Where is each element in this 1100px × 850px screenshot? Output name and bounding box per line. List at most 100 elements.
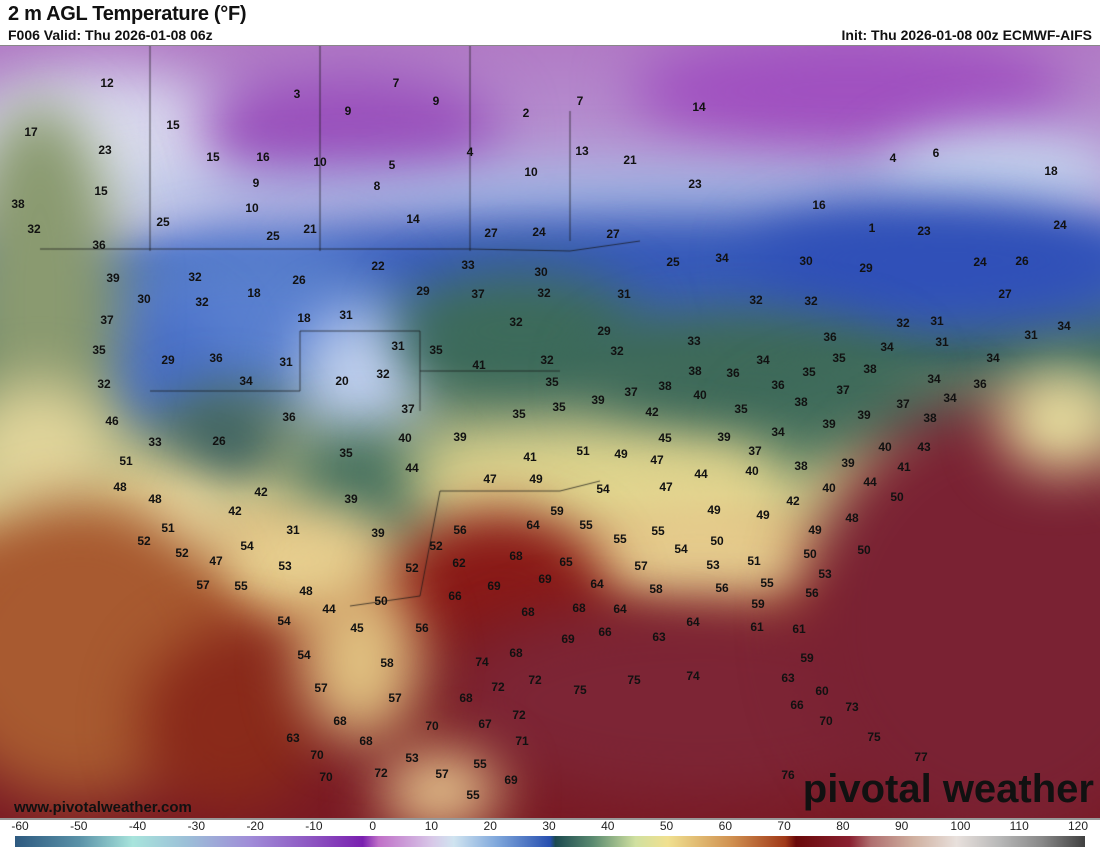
temperature-label: 49: [756, 508, 770, 522]
temperature-label: 16: [812, 198, 826, 212]
temperature-label: 38: [688, 364, 702, 378]
temperature-label: 59: [800, 651, 814, 665]
temperature-label: 32: [188, 270, 202, 284]
colorbar-tick-label: 70: [777, 819, 791, 833]
temperature-label: 36: [92, 238, 106, 252]
temperature-label: 41: [472, 358, 486, 372]
temperature-label: 55: [613, 532, 627, 546]
temperature-label: 1: [868, 221, 876, 235]
temperature-label: 38: [658, 379, 672, 393]
temperature-label: 14: [406, 212, 420, 226]
temperature-label: 47: [650, 453, 664, 467]
temperature-label: 75: [867, 730, 881, 744]
temperature-label: 63: [652, 630, 666, 644]
temperature-label: 77: [914, 750, 928, 764]
temperature-label: 24: [532, 225, 546, 239]
temperature-label: 30: [137, 292, 151, 306]
temperature-label: 36: [726, 366, 740, 380]
temperature-label: 7: [576, 94, 584, 108]
temperature-label: 50: [890, 490, 904, 504]
temperature-label: 54: [277, 614, 291, 628]
temperature-label: 45: [658, 431, 672, 445]
temperature-label: 35: [802, 365, 816, 379]
temperature-label: 36: [823, 330, 837, 344]
temperature-label: 34: [1057, 319, 1071, 333]
temperature-label: 24: [973, 255, 987, 269]
temperature-label: 34: [943, 391, 957, 405]
temperature-label: 61: [750, 620, 764, 634]
temperature-label: 55: [579, 518, 593, 532]
temperature-label: 32: [195, 295, 209, 309]
temperature-label: 26: [292, 273, 306, 287]
temperature-label: 37: [836, 383, 850, 397]
temperature-colorbar: [15, 836, 1085, 847]
temperature-label: 66: [448, 589, 462, 603]
temperature-label: 64: [686, 615, 700, 629]
temperature-label: 56: [415, 621, 429, 635]
temperature-label: 27: [484, 226, 498, 240]
temperature-label: 25: [266, 229, 280, 243]
temperature-label: 31: [279, 355, 293, 369]
temperature-label: 32: [804, 294, 818, 308]
temperature-label: 35: [832, 351, 846, 365]
temperature-label: 58: [380, 656, 394, 670]
temperature-label: 21: [623, 153, 637, 167]
temperature-label: 44: [863, 475, 877, 489]
temperature-label: 72: [512, 708, 526, 722]
temperature-map[interactable]: 12 3 7 9 7 14 2 9 17 15 23 15 16 10 5 4 13 21 4 6 18 15 9 8 10 23…: [0, 45, 1100, 820]
temperature-label: 51: [119, 454, 133, 468]
temperature-label: 75: [627, 673, 641, 687]
temperature-label: 62: [452, 556, 466, 570]
colorbar-tick-label: -60: [11, 819, 29, 833]
temperature-label: 55: [466, 788, 480, 802]
website-url[interactable]: www.pivotalweather.com: [14, 799, 192, 816]
temperature-label: 39: [717, 430, 731, 444]
temperature-label: 7: [392, 76, 400, 90]
temperature-label: 4: [889, 151, 897, 165]
temperature-label: 47: [209, 554, 223, 568]
temperature-label: 9: [344, 104, 352, 118]
temperature-label: 69: [538, 572, 552, 586]
temperature-label: 29: [161, 353, 175, 367]
temperature-label: 70: [310, 748, 324, 762]
temperature-label: 44: [322, 602, 336, 616]
temperature-label: 15: [166, 118, 180, 132]
temperature-label: 74: [475, 655, 489, 669]
temperature-label: 49: [707, 503, 721, 517]
temperature-label: 51: [576, 444, 590, 458]
temperature-label: 70: [319, 770, 333, 784]
temperature-label: 35: [545, 375, 559, 389]
temperature-label: 63: [286, 731, 300, 745]
temperature-label: 35: [512, 407, 526, 421]
temperature-label: 24: [1053, 218, 1067, 232]
temperature-label: 68: [459, 691, 473, 705]
pivotal-weather-logo: pivotal weather: [802, 767, 1094, 811]
temperature-label: 36: [282, 410, 296, 424]
temperature-label: 21: [303, 222, 317, 236]
temperature-label: 35: [429, 343, 443, 357]
temperature-label: 63: [781, 671, 795, 685]
colorbar-tick-label: 10: [424, 819, 439, 833]
temperature-label: 50: [857, 543, 871, 557]
temperature-label: 49: [614, 447, 628, 461]
temperature-label: 9: [432, 94, 440, 108]
temperature-label: 51: [161, 521, 175, 535]
temperature-label: 35: [92, 343, 106, 357]
temperature-label: 32: [610, 344, 624, 358]
colorbar-tick-label: 20: [483, 819, 497, 833]
temperature-label: 41: [523, 450, 537, 464]
colorbar-tick-label: 80: [836, 819, 850, 833]
temperature-label: 39: [857, 408, 871, 422]
temperature-label: 31: [391, 339, 405, 353]
init-time-model: Init: Thu 2026-01-08 00z ECMWF-AIFS: [841, 27, 1092, 43]
temperature-label: 72: [374, 766, 388, 780]
temperature-label: 55: [234, 579, 248, 593]
colorbar-tick-label: -30: [187, 819, 205, 833]
colorbar-tick-label: -50: [70, 819, 88, 833]
temperature-label: 22: [371, 259, 385, 273]
colorbar-tick-label: 100: [950, 819, 971, 833]
temperature-label: 36: [209, 351, 223, 365]
temperature-label: 38: [863, 362, 877, 376]
temperature-label: 44: [694, 467, 708, 481]
temperature-label: 51: [747, 554, 761, 568]
